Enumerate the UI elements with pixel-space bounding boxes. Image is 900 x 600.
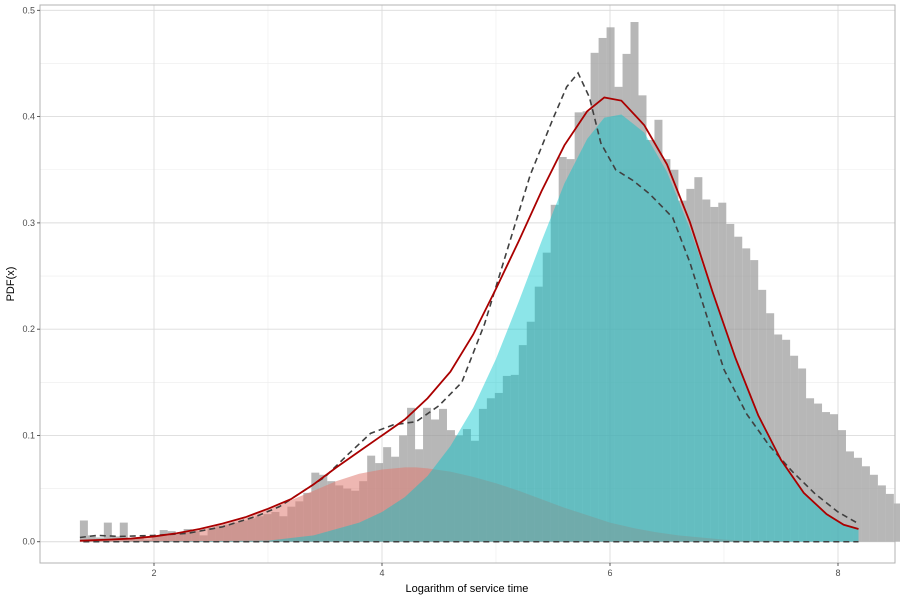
histogram-bar: [103, 522, 112, 542]
y-axis-ticks: 0.0 0.1 0.2 0.3 0.4 0.5: [22, 5, 40, 547]
histogram-bar: [710, 206, 719, 542]
histogram-bar: [790, 355, 799, 542]
histogram-bar: [550, 204, 559, 542]
density-curves: [79, 71, 859, 543]
histogram-bar: [838, 430, 846, 542]
histogram-bar: [510, 374, 519, 542]
histogram-bar: [534, 286, 543, 542]
histogram-bar: [598, 37, 607, 542]
histogram-bar: [79, 520, 88, 542]
histogram-bar: [758, 289, 767, 542]
x-tick-label: 4: [379, 568, 384, 578]
histogram-bar: [606, 27, 615, 542]
histogram-bar: [861, 466, 870, 542]
y-tick-label: 0.5: [22, 5, 35, 15]
histogram-bar: [478, 408, 487, 542]
fitted-mixture-line: [79, 96, 859, 542]
histogram-bar: [822, 412, 831, 542]
histogram-bar: [566, 159, 575, 542]
histogram-bar: [686, 188, 695, 542]
y-tick-label: 0.1: [22, 430, 35, 440]
histogram-bar: [526, 321, 535, 542]
histogram-bar: [614, 86, 623, 542]
y-axis-title: PDF(x): [5, 267, 17, 302]
y-tick-label: 0.2: [22, 324, 35, 334]
histogram-bar: [518, 345, 527, 542]
histogram-bar: [694, 177, 703, 542]
histogram-bar: [830, 414, 838, 542]
component-low-area: [79, 467, 859, 542]
histogram-bar: [885, 493, 894, 542]
histogram-bar: [582, 111, 591, 542]
histogram-bar: [87, 535, 96, 542]
histogram-bar: [869, 474, 878, 542]
histogram-bar: [678, 200, 687, 542]
y-tick-label: 0.0: [22, 537, 35, 547]
mixture-components: [79, 114, 859, 542]
histogram-bar: [622, 53, 631, 542]
histogram-bar: [798, 368, 807, 542]
x-tick-label: 2: [151, 568, 156, 578]
histogram-bar: [814, 403, 823, 542]
histogram-bar: [782, 339, 791, 542]
histogram-bar: [119, 522, 128, 542]
histogram-bar: [774, 334, 783, 542]
histogram-bar: [718, 202, 727, 542]
histogram-bar: [654, 119, 663, 542]
histogram-bar: [702, 199, 711, 542]
y-tick-label: 0.3: [22, 218, 35, 228]
x-axis-title: Logarithm of service time: [406, 583, 529, 595]
x-tick-label: 8: [835, 568, 840, 578]
x-tick-label: 6: [607, 568, 612, 578]
kernel-density-line: [79, 71, 859, 539]
y-tick-label: 0.4: [22, 112, 35, 122]
histogram-bar: [806, 398, 815, 542]
histogram-bar: [893, 503, 900, 542]
histogram-bar: [630, 22, 639, 542]
histogram-bar: [662, 159, 671, 542]
histogram-bar: [853, 457, 862, 542]
histogram-bar: [877, 485, 886, 542]
histogram-bar: [845, 451, 854, 542]
histogram-bar: [502, 375, 511, 542]
histogram-bar: [646, 139, 655, 542]
histogram-bar: [590, 52, 599, 542]
histogram-bar: [742, 248, 751, 542]
histogram-bar: [542, 252, 551, 542]
panel-border: [39, 4, 896, 564]
component-high-area: [79, 114, 859, 542]
histogram-bar: [766, 313, 775, 542]
histogram-bar: [750, 260, 759, 542]
histogram-bar: [670, 169, 679, 542]
histogram-bar: [486, 398, 495, 542]
histogram-bar: [494, 392, 503, 542]
x-axis-ticks: 2 4 6 8: [151, 563, 841, 578]
histogram-bar: [734, 236, 743, 542]
histogram-bar: [558, 156, 567, 542]
histogram-bar: [574, 112, 583, 542]
histogram-bar: [638, 95, 647, 542]
